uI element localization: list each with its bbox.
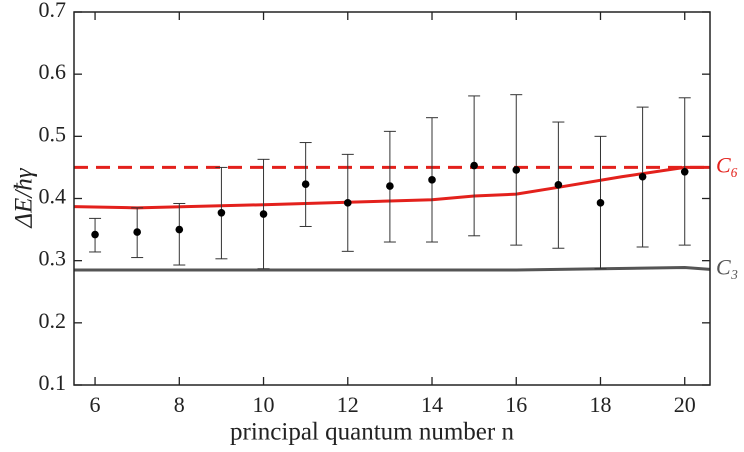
point [428,176,436,184]
point [133,228,141,236]
x-tick-label: 14 [421,392,443,417]
point [554,181,563,189]
point [259,210,268,218]
point [217,208,226,217]
y-tick-label: 0.3 [39,246,67,271]
series-label: C₆ [716,152,738,177]
point [638,172,647,181]
x-tick-label: 8 [174,392,185,417]
y-axis-label: ΔE/ħγ [11,167,38,228]
point [386,182,394,190]
y-tick-label: 0.5 [39,121,67,146]
point [512,166,521,174]
x-axis-label: principal quantum number n [230,419,514,446]
plot-frame [73,11,711,386]
point [301,180,310,189]
point [175,225,184,234]
y-tick-label: 0.2 [39,308,67,333]
x-tick-label: 10 [253,392,275,417]
point [470,161,478,170]
point [596,199,605,207]
y-tick-label: 0.6 [39,59,67,84]
y-tick-label: 0.4 [39,184,67,209]
x-tick-label: 6 [90,392,101,417]
x-tick-label: 12 [337,392,359,417]
point [343,199,352,207]
x-tick-label: 16 [505,392,527,417]
point [680,167,689,176]
x-tick-label: 20 [674,392,696,417]
x-tick-label: 18 [589,392,611,417]
y-tick-label: 0.7 [39,0,67,22]
y-tick-label: 0.1 [39,370,67,395]
line [74,266,711,272]
point [91,230,99,239]
series-label: C₃ [716,254,738,279]
